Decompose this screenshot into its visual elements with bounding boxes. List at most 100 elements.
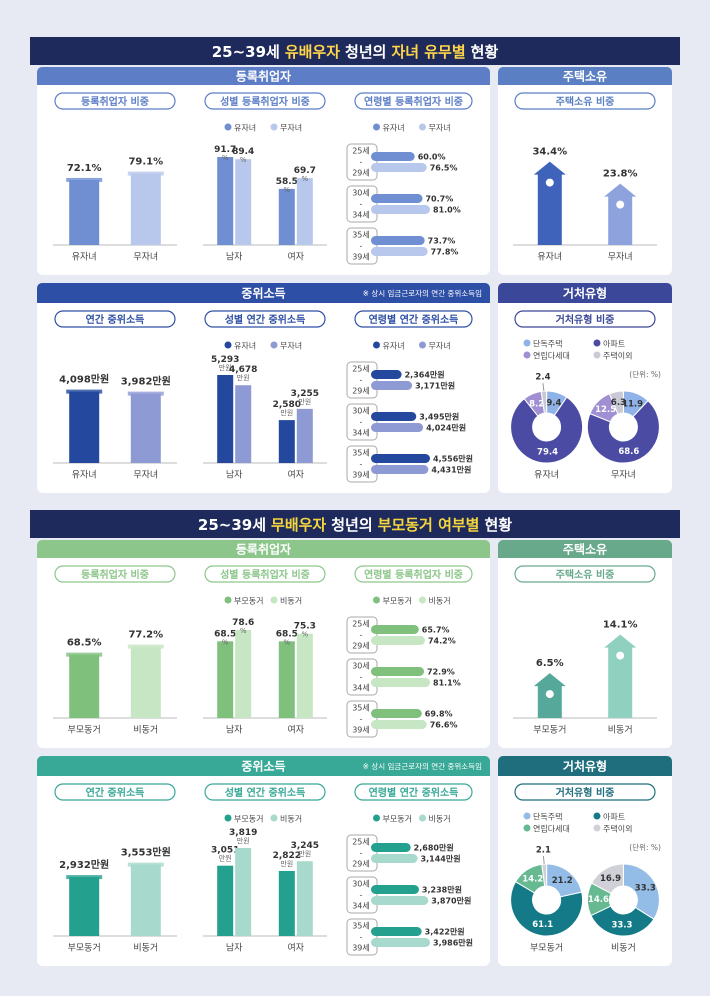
value-number: 3,255 xyxy=(291,388,319,398)
chart-title-pill xyxy=(54,310,176,328)
age-label: - xyxy=(360,673,363,682)
bar xyxy=(278,188,295,245)
title-part: 청년의 xyxy=(345,43,386,61)
value-label: 3,245 만원 xyxy=(291,841,319,859)
value-label: 2.1 xyxy=(536,846,551,856)
legend-swatch xyxy=(224,123,232,131)
value-label: 14.1% xyxy=(603,620,638,631)
legend-label: 비동거 xyxy=(280,597,302,606)
value-label: 68.6 xyxy=(618,447,639,457)
value-label: 2,680만원 xyxy=(414,843,454,853)
category-label: 여자 xyxy=(288,251,305,263)
value-unit: % xyxy=(283,638,290,646)
donut-segment xyxy=(510,881,584,937)
age-label: - xyxy=(360,460,363,469)
value-label: 79.1% xyxy=(128,157,163,168)
value-label: 4,024만원 xyxy=(426,423,466,433)
bar xyxy=(371,236,425,245)
value-label: 58.5% xyxy=(276,176,298,194)
bar xyxy=(296,178,313,245)
value-label: 9.4 xyxy=(546,399,561,409)
value-label: 3,051 만원 xyxy=(211,845,239,863)
chart-title: 연간 중위소득 xyxy=(86,786,145,799)
chart-title: 거처유형 비중 xyxy=(556,786,615,799)
bar xyxy=(371,927,422,936)
chart-title-pill xyxy=(354,783,473,801)
value-number: 69.7 xyxy=(294,166,316,176)
legend-label: 단독주택 xyxy=(533,812,562,822)
section-title-bar xyxy=(30,37,680,65)
bar xyxy=(278,870,295,936)
value-label: 2,364만원 xyxy=(405,370,445,380)
value-label: 21.2 xyxy=(552,876,573,886)
age-label: - xyxy=(360,631,363,640)
panel-header xyxy=(37,540,490,558)
title-part: 유배우자 xyxy=(285,43,340,61)
value-label: 70.7% xyxy=(425,195,453,204)
bar xyxy=(235,385,252,463)
chart-title-pill xyxy=(204,565,326,583)
value-number: 3,245 xyxy=(291,841,319,851)
legend-swatch xyxy=(270,814,278,822)
value-label: 2,580 만원 xyxy=(273,400,301,418)
category-label: 유자녀 xyxy=(534,470,559,481)
legend-swatch xyxy=(224,596,232,604)
chart-title-pill xyxy=(54,565,176,583)
legend-swatch xyxy=(419,814,426,822)
panel-title: 중위소득 xyxy=(241,760,285,774)
age-label: - xyxy=(360,849,363,858)
house-roof xyxy=(533,161,566,175)
bar xyxy=(371,381,413,390)
value-label: 76.5% xyxy=(430,164,458,173)
panel-header xyxy=(498,67,672,85)
title-part: 25~39세 xyxy=(198,516,266,534)
age-label: 29세 xyxy=(352,387,370,396)
legend-label: 유자녀 xyxy=(234,342,256,351)
age-label-box xyxy=(346,445,378,483)
category-label: 남자 xyxy=(226,252,243,263)
age-label: - xyxy=(360,242,363,251)
chart-title-pill xyxy=(204,92,326,110)
category-label: 남자 xyxy=(226,470,243,481)
category-label: 무자녀 xyxy=(611,470,636,481)
bar-icon xyxy=(127,644,164,649)
age-label: 29세 xyxy=(352,169,370,178)
age-label: - xyxy=(360,418,363,427)
legend-label: 비동거 xyxy=(429,597,451,606)
legend-swatch xyxy=(593,812,601,820)
age-label: - xyxy=(360,158,363,167)
value-label: 4,431만원 xyxy=(431,465,471,475)
category-label: 비동거 xyxy=(611,943,636,954)
bar xyxy=(217,375,234,463)
value-label: 72.1% xyxy=(67,163,102,174)
bar-icon xyxy=(66,652,103,657)
value-label: 77.2% xyxy=(128,630,163,641)
value-label: 76.6% xyxy=(430,721,458,730)
chart-title-pill xyxy=(54,783,176,801)
legend-swatch xyxy=(593,339,601,347)
value-unit: % xyxy=(240,627,247,635)
chart-title: 주택소유 비중 xyxy=(556,568,615,581)
value-label: 3,819 만원 xyxy=(229,828,257,846)
chart-title-pill xyxy=(514,565,656,583)
value-label: 33.3 xyxy=(635,883,656,893)
value-label: 75.3% xyxy=(294,621,316,639)
legend-label: 연립다세대 xyxy=(533,352,570,361)
bar xyxy=(296,861,313,936)
legend-label: 비동거 xyxy=(429,815,451,824)
chart-title-pill xyxy=(54,92,176,110)
bar xyxy=(371,636,425,645)
value-label: 23.8% xyxy=(603,169,638,180)
donut-segment xyxy=(590,863,624,895)
bar xyxy=(235,630,252,718)
legend-swatch xyxy=(419,123,426,131)
chart-title: 거처유형 비중 xyxy=(556,313,615,326)
panel-header xyxy=(498,756,672,776)
category-label: 여자 xyxy=(288,469,305,481)
age-label: 35세 xyxy=(352,231,370,240)
value-label: 73.7% xyxy=(428,237,456,246)
house-roof xyxy=(533,673,566,687)
legend-label: 연립다세대 xyxy=(533,825,570,834)
age-label-box xyxy=(346,185,378,223)
age-label: - xyxy=(360,933,363,942)
